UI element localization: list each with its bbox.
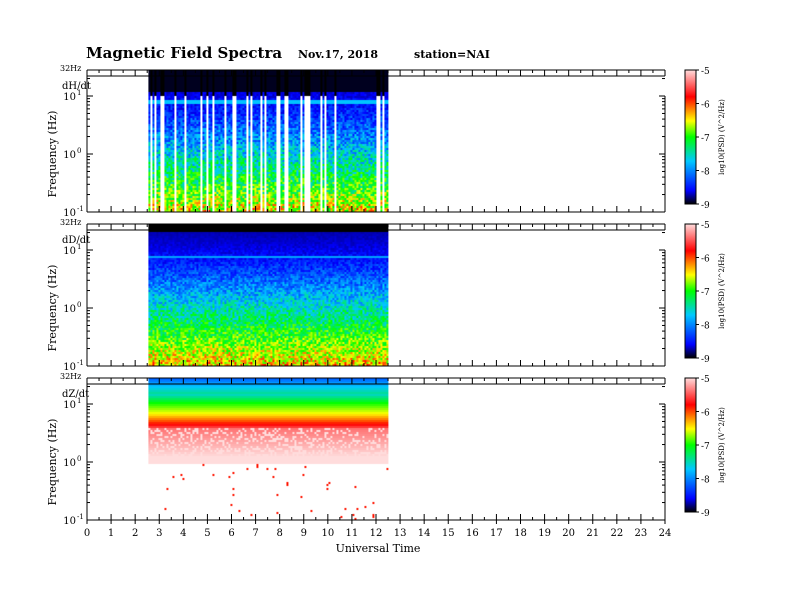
colorbar-tick-label: -9: [701, 201, 710, 211]
x-tick-label: 2: [132, 528, 138, 539]
x-tick-label: 18: [514, 528, 527, 539]
colorbar-tick-label: -7: [701, 442, 710, 452]
y-axis-label: Frequency (Hz): [46, 111, 59, 198]
y-axis-label: Frequency (Hz): [46, 419, 59, 506]
x-tick-label: 4: [180, 528, 186, 539]
colorbar-tick-label: -7: [701, 288, 710, 298]
colorbar-tick-label: -5: [701, 67, 710, 77]
date-label: Nov.17, 2018: [298, 48, 378, 61]
x-tick-label: 10: [321, 528, 334, 539]
panel-label: dZ/dt: [62, 389, 89, 400]
y-tick-label: 10: [63, 246, 76, 257]
x-tick-label: 5: [204, 528, 210, 539]
y-tick-label: 10: [63, 400, 76, 411]
colorbar-tick-label: -6: [701, 101, 710, 111]
x-tick-label: 1: [108, 528, 114, 539]
x-tick-label: 12: [370, 528, 383, 539]
x-tick-label: 8: [276, 528, 282, 539]
y-tick-label: 10: [63, 362, 76, 373]
x-tick-label: 16: [466, 528, 479, 539]
colorbar-tick-label: -7: [701, 134, 710, 144]
x-tick-label: 3: [156, 528, 162, 539]
y-tick-label: 10: [63, 150, 76, 161]
y-tick-exponent: 0: [77, 455, 81, 463]
x-tick-label: 7: [252, 528, 258, 539]
x-tick-label: 20: [562, 528, 575, 539]
x-tick-label: 15: [442, 528, 455, 539]
x-axis: 0 1 2 3 4 5 6 7 8 9 10 11 12 13 14 15 16 17 18 19 20 21 22 23 24: [84, 520, 672, 539]
x-tick-label: 14: [418, 528, 431, 539]
x-tick-label: 11: [346, 528, 359, 539]
spectrogram-image: [148, 224, 389, 366]
colorbar-tick-label: -8: [701, 168, 710, 178]
y-tick-label: 10: [63, 92, 76, 103]
colorbar-tick-label: -9: [701, 355, 710, 365]
x-tick-label: 21: [586, 528, 599, 539]
x-tick-label: 23: [635, 528, 648, 539]
y-tick-label: 10: [63, 458, 76, 469]
colorbar-tick-label: -5: [701, 375, 710, 385]
station-label: station=NAI: [414, 48, 490, 61]
x-tick-label: 6: [228, 528, 234, 539]
panel-label: dH/dt: [62, 81, 91, 92]
y-tick-exponent: -1: [77, 513, 84, 521]
colorbar-tick-label: -6: [701, 255, 710, 265]
y-tick-label: 10: [63, 304, 76, 315]
x-axis-label: Universal Time: [336, 542, 421, 555]
y-axis-label: Frequency (Hz): [46, 265, 59, 352]
colorbar-tick-label: -8: [701, 322, 710, 332]
x-tick-label: 24: [659, 528, 672, 539]
colorbar: [684, 69, 697, 205]
figure-title: Magnetic Field Spectra: [86, 44, 282, 62]
y-tick-exponent: 0: [77, 147, 81, 155]
colorbar: [684, 223, 697, 359]
spectrogram-image: [148, 70, 389, 212]
y-tick-exponent: 1: [77, 243, 81, 251]
x-tick-label: 13: [394, 528, 407, 539]
colorbar-label: log10(PSD) (V^2/Hz): [718, 99, 726, 175]
x-tick-label: 17: [490, 528, 503, 539]
y-tick-exponent: -1: [77, 205, 84, 213]
colorbar-tick-label: -8: [701, 476, 710, 486]
y-tick-exponent: 0: [77, 301, 81, 309]
y-tick-exponent: 1: [77, 397, 81, 405]
x-tick-label: 0: [84, 528, 90, 539]
colorbar: [684, 377, 697, 513]
y-tick-exponent: 1: [77, 89, 81, 97]
y-tick-label: 10: [63, 208, 76, 219]
top-frequency-label: 32Hz: [60, 64, 81, 73]
y-tick-exponent: -1: [77, 359, 84, 367]
spectrogram-image: [148, 378, 389, 520]
panel-label: dD/dt: [62, 235, 90, 246]
x-tick-label: 9: [301, 528, 307, 539]
colorbar-tick-label: -5: [701, 221, 710, 231]
colorbar-tick-label: -6: [701, 409, 710, 419]
colorbar-label: log10(PSD) (V^2/Hz): [718, 407, 726, 483]
colorbar-tick-label: -9: [701, 509, 710, 519]
top-frequency-label: 32Hz: [60, 218, 81, 227]
top-frequency-label: 32Hz: [60, 372, 81, 381]
x-tick-label: 19: [538, 528, 551, 539]
x-tick-label: 22: [610, 528, 623, 539]
colorbar-label: log10(PSD) (V^2/Hz): [718, 253, 726, 329]
y-tick-label: 10: [63, 516, 76, 527]
